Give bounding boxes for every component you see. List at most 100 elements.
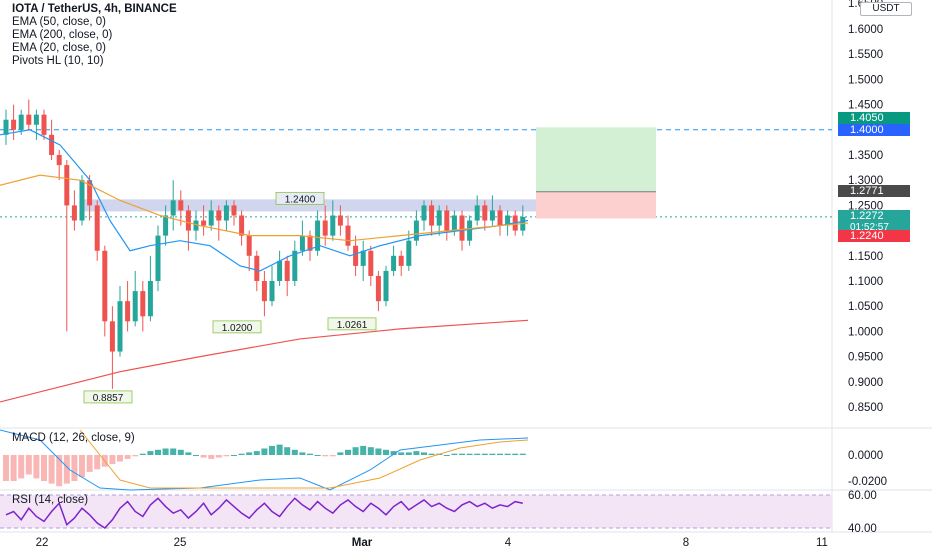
macd-histogram-bar — [413, 451, 420, 455]
long-stop-zone[interactable] — [536, 191, 656, 219]
candle-body[interactable] — [193, 220, 199, 231]
candle-body[interactable] — [368, 250, 374, 276]
candle-body[interactable] — [269, 281, 275, 302]
candle-body[interactable] — [87, 180, 93, 206]
candle-body[interactable] — [201, 220, 207, 226]
candle-body[interactable] — [155, 235, 161, 281]
candle-body[interactable] — [231, 205, 237, 216]
candle-body[interactable] — [56, 155, 62, 166]
candle-body[interactable] — [170, 200, 176, 216]
ema20-line[interactable] — [0, 129, 529, 272]
indicator-ema50[interactable]: EMA (50, close, 0) — [12, 16, 106, 28]
candle-body[interactable] — [444, 210, 450, 231]
indicator-pivots[interactable]: Pivots HL (10, 10) — [12, 55, 104, 67]
candle-body[interactable] — [185, 210, 191, 231]
candle-body[interactable] — [71, 205, 77, 221]
candle-body[interactable] — [497, 210, 503, 226]
candle-body[interactable] — [79, 180, 85, 221]
candle-body[interactable] — [505, 215, 511, 226]
candle-body[interactable] — [398, 255, 404, 266]
macd-histogram-bar — [352, 447, 359, 455]
candle-body[interactable] — [140, 291, 146, 317]
candle-body[interactable] — [391, 255, 397, 271]
candle-body[interactable] — [421, 205, 427, 221]
candle-body[interactable] — [208, 210, 214, 226]
candle-body[interactable] — [353, 245, 359, 266]
candle-body[interactable] — [33, 114, 39, 125]
price-tick-label: 1.3000 — [848, 175, 883, 187]
ema200-line[interactable] — [0, 319, 529, 403]
macd-line[interactable] — [0, 429, 529, 491]
candle-body[interactable] — [337, 215, 343, 226]
candle-body[interactable] — [429, 205, 435, 226]
pivot-label-box — [83, 390, 133, 404]
candle-body[interactable] — [163, 215, 169, 236]
candle-body[interactable] — [109, 321, 115, 352]
long-target-zone[interactable] — [536, 127, 656, 192]
candle-body[interactable] — [375, 275, 381, 302]
candle-body[interactable] — [41, 114, 47, 135]
currency-button[interactable]: USDT — [860, 2, 912, 16]
candle-body[interactable] — [132, 291, 138, 322]
candle-body[interactable] — [315, 220, 321, 251]
candle-body[interactable] — [322, 220, 328, 236]
rsi-title[interactable]: RSI (14, close) — [12, 494, 89, 506]
macd-histogram-bar — [223, 455, 230, 457]
candle-body[interactable] — [299, 235, 305, 251]
candle-body[interactable] — [94, 205, 100, 251]
macd-signal-line[interactable] — [79, 429, 529, 489]
candle-body[interactable] — [459, 215, 465, 241]
candle-body[interactable] — [11, 119, 17, 130]
candle-body[interactable] — [436, 210, 442, 226]
candle-body[interactable] — [292, 250, 298, 281]
candle-body[interactable] — [239, 215, 245, 236]
rsi-line[interactable] — [5, 497, 523, 529]
price-tick-label: 1.1000 — [848, 276, 883, 288]
candle-body[interactable] — [284, 260, 290, 281]
candle-body[interactable] — [307, 235, 313, 251]
candle-body[interactable] — [482, 205, 488, 221]
candle-body[interactable] — [330, 215, 336, 236]
macd-histogram-bar — [170, 448, 177, 455]
candle-body[interactable] — [261, 281, 267, 302]
macd-title[interactable]: MACD (12, 26, close, 9) — [12, 432, 135, 444]
candle-body[interactable] — [49, 134, 55, 155]
candle-body[interactable] — [451, 215, 457, 231]
candle-body[interactable] — [254, 255, 260, 281]
candle-body[interactable] — [102, 250, 108, 322]
candle-body[interactable] — [178, 200, 184, 211]
candle-body[interactable] — [18, 114, 24, 130]
candle-body[interactable] — [64, 165, 70, 206]
candle-body[interactable] — [117, 301, 123, 352]
candle-body[interactable] — [246, 235, 252, 256]
candle-body[interactable] — [223, 205, 229, 221]
candle-body[interactable] — [26, 114, 32, 125]
candle-body[interactable] — [383, 270, 389, 302]
ema50-line[interactable] — [0, 174, 529, 242]
candle-body[interactable] — [467, 220, 473, 241]
candle-body[interactable] — [474, 205, 480, 221]
candle-body[interactable] — [125, 301, 131, 322]
candle-body[interactable] — [360, 250, 366, 266]
candle-body[interactable] — [406, 240, 412, 266]
indicator-ema200[interactable]: EMA (200, close, 0) — [12, 29, 113, 41]
candle-body[interactable] — [345, 225, 351, 246]
macd-histogram-bar — [443, 455, 450, 456]
macd-histogram-bar — [246, 452, 253, 455]
price-tick-label: 0.9000 — [848, 377, 883, 389]
candle-body[interactable] — [216, 210, 222, 221]
pivot-low-label: 1.0261 — [337, 320, 368, 331]
indicator-ema20[interactable]: EMA (20, close, 0) — [12, 42, 106, 54]
symbol-title[interactable]: IOTA / TetherUS, 4h, BINANCE — [12, 3, 177, 15]
candle-body[interactable] — [277, 260, 283, 281]
macd-histogram-bar — [451, 453, 458, 455]
candle-body[interactable] — [147, 281, 153, 317]
macd-histogram-bar — [25, 455, 32, 475]
candle-body[interactable] — [413, 220, 419, 241]
candle-body[interactable] — [3, 119, 9, 135]
macd-histogram-bar — [124, 455, 131, 459]
candle-body[interactable] — [489, 210, 495, 221]
macd-histogram-bar — [238, 453, 245, 455]
